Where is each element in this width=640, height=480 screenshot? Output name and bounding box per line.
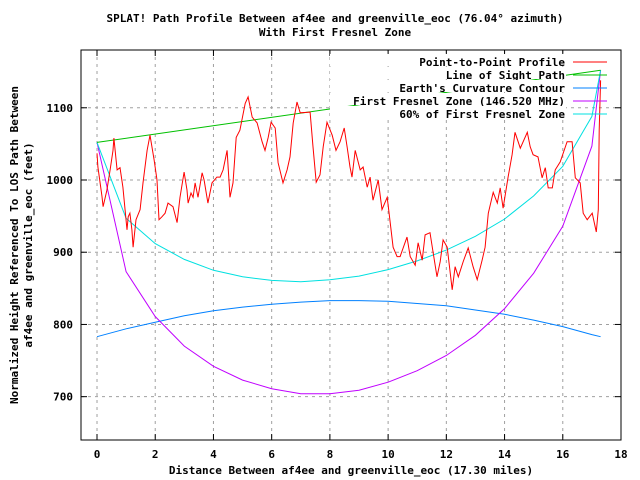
legend-label: 60% of First Fresnel Zone	[399, 108, 565, 121]
x-tick-label: 2	[152, 448, 159, 461]
x-tick-label: 16	[556, 448, 570, 461]
legend-background	[330, 67, 566, 79]
legend-background	[330, 93, 566, 105]
series-line-4	[96, 70, 602, 283]
axis-ticks: 0 2 4 6 8 10 12 14 16 18 700 800 900 1000 1100	[47, 50, 628, 461]
legend-background	[330, 54, 566, 66]
chart-subtitle: With First Fresnel Zone	[259, 26, 412, 39]
plot-border	[80, 49, 622, 441]
legend-label: Earth's Curvature Contour	[399, 82, 565, 95]
legend-label: First Fresnel Zone (146.520 MHz)	[353, 95, 565, 108]
y-axis-label-line1: Normalized Height Referenced To LOS Path…	[8, 86, 21, 404]
y-tick-label: 1100	[47, 102, 74, 115]
y-tick-label: 900	[53, 246, 73, 259]
x-tick-label: 14	[498, 448, 512, 461]
x-tick-label: 0	[94, 448, 101, 461]
series-line-2	[96, 300, 601, 338]
y-tick-label: 800	[53, 318, 73, 331]
x-tick-label: 4	[210, 448, 217, 461]
chart-title: SPLAT! Path Profile Between af4ee and gr…	[107, 12, 564, 25]
y-tick-label: 700	[53, 391, 73, 404]
y-axis-label-line2: af4ee and greenville_eoc (feet)	[22, 142, 35, 347]
x-tick-label: 18	[614, 448, 627, 461]
x-tick-label: 6	[268, 448, 275, 461]
series-line-0	[96, 80, 602, 290]
x-tick-label: 10	[381, 448, 394, 461]
series-line-3	[96, 70, 602, 395]
x-tick-label: 12	[440, 448, 453, 461]
x-axis-label: Distance Between af4ee and greenville_eo…	[169, 464, 533, 477]
legend-background	[330, 106, 566, 118]
legend-background	[330, 80, 566, 92]
legend-label: Point-to-Point Profile	[419, 56, 565, 69]
x-tick-label: 8	[327, 448, 334, 461]
legend-label: Line of Sight Path	[446, 69, 565, 82]
y-tick-label: 1000	[47, 174, 74, 187]
